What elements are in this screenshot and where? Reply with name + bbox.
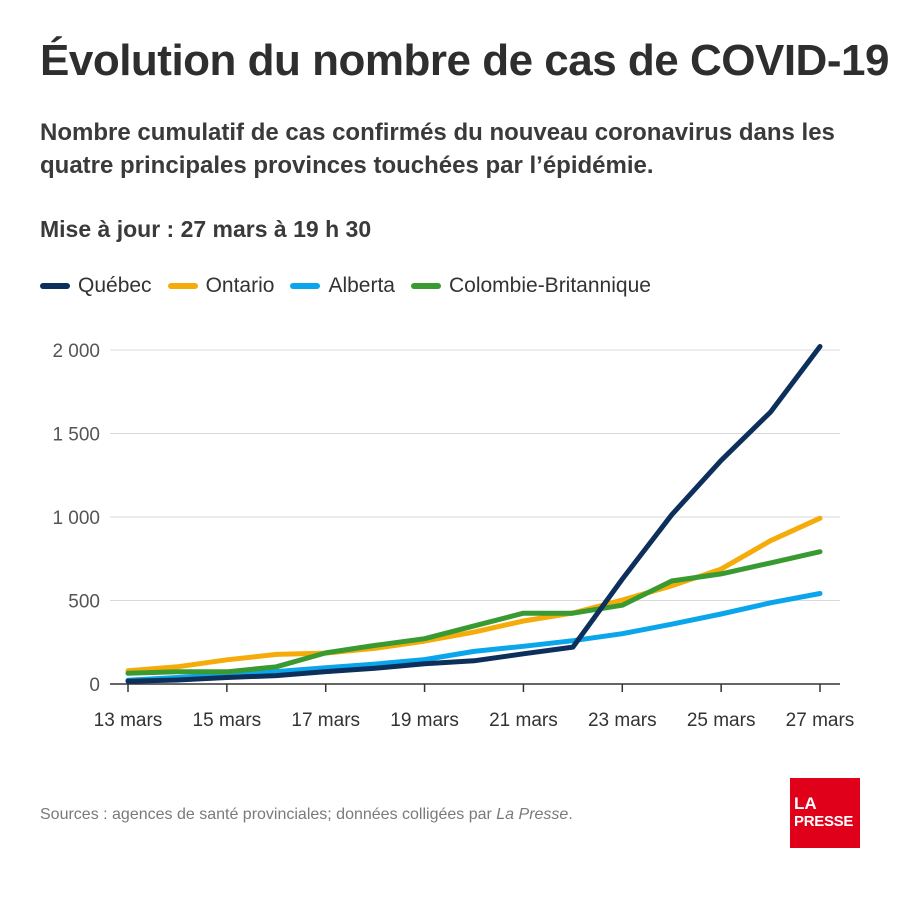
- legend-item-quebec: Québec: [40, 274, 152, 298]
- y-tick-label: 1 500: [52, 425, 100, 446]
- update-timestamp: Mise à jour : 27 mars à 19 h 30: [40, 216, 372, 242]
- legend-item-ontario: Ontario: [167, 274, 275, 298]
- series-line-alberta: [125, 591, 823, 683]
- x-tick-label: 17 mars: [291, 710, 360, 731]
- legend-swatch-alberta: [290, 283, 321, 289]
- la-presse-logo: LA PRESSE: [790, 778, 860, 848]
- chart-legend: Québec Ontario Alberta Colombie-Britanni…: [40, 274, 667, 298]
- x-tick-label: 15 mars: [193, 710, 262, 731]
- series-line-quebec: [125, 344, 823, 684]
- x-tick-label: 19 mars: [390, 710, 459, 731]
- legend-swatch-ontario: [167, 283, 198, 289]
- legend-swatch-quebec: [40, 283, 70, 289]
- source-note: Sources : agences de santé provinciales;…: [40, 806, 573, 824]
- logo-line-1: LA: [794, 794, 817, 813]
- logo-line-2: PRESSE: [794, 813, 854, 830]
- y-tick-label: 0: [89, 675, 100, 696]
- x-tick-label: 23 mars: [588, 710, 657, 731]
- x-tick-label: 25 mars: [687, 710, 756, 731]
- source-text: Sources : agences de santé provinciales;…: [40, 806, 497, 823]
- legend-label-ontario: Ontario: [205, 274, 275, 297]
- x-tick-label: 27 mars: [786, 710, 855, 731]
- y-tick-label: 500: [68, 592, 100, 613]
- series-line-colombie-britannique: [125, 549, 823, 676]
- x-tick-label: 13 mars: [94, 710, 163, 731]
- legend-swatch-colombie-britannique: [410, 283, 441, 289]
- y-tick-label: 2 000: [52, 341, 100, 362]
- legend-label-alberta: Alberta: [328, 274, 395, 297]
- legend-label-quebec: Québec: [78, 274, 152, 297]
- y-tick-label: 1 000: [52, 508, 100, 529]
- legend-label-colombie-britannique: Colombie-Britannique: [448, 274, 651, 297]
- source-publisher: La Presse: [496, 806, 569, 823]
- source-period: .: [568, 806, 573, 823]
- legend-item-colombie-britannique: Colombie-Britannique: [410, 274, 651, 298]
- chart-title: Évolution du nombre de cas de COVID-19: [40, 36, 889, 85]
- legend-item-alberta: Alberta: [290, 274, 395, 298]
- line-chart: 0 500 1 000 1 500 2 000 13 mars 15 mars 17 mars…: [52, 341, 855, 731]
- series-line-ontario: [125, 515, 823, 674]
- x-tick-label: 21 mars: [489, 710, 558, 731]
- chart-subtitle: Nombre cumulatif de cas confirmés du nou…: [40, 119, 835, 179]
